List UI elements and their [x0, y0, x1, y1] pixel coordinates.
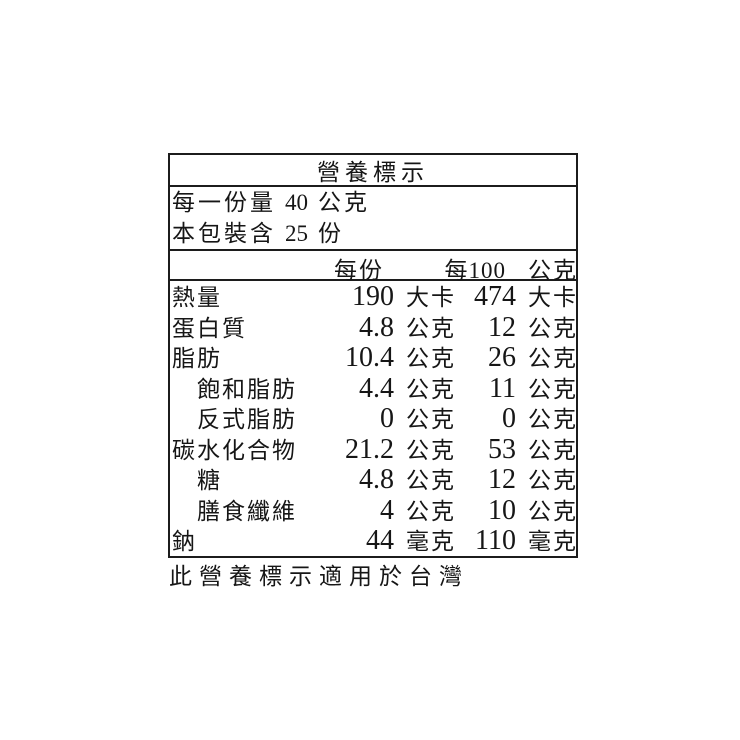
- serving-size-unit: 公克: [318, 190, 370, 215]
- nutrient-row-sodium: 鈉 44 毫克 110 毫克: [170, 525, 576, 556]
- serving-info-section: 每一份量 40 公克 本包裝含 25 份: [170, 187, 576, 251]
- per-100g-value: 53: [488, 433, 516, 465]
- nutrition-facts-table: 營養標示 每一份量 40 公克 本包裝含 25 份 每份 每100 公克 熱量 190 …: [168, 153, 578, 558]
- nutrient-row-dietary-fiber: 膳食纖維 4 公克 10 公克: [170, 495, 576, 526]
- nutrient-rows: 熱量 190 大卡 474 大卡 蛋白質 4.8 公克 12 公克 脂肪 10.…: [170, 281, 576, 556]
- per-100g-value: 26: [488, 342, 516, 374]
- nutrient-row-trans-fat: 反式脂肪 0 公克 0 公克: [170, 403, 576, 434]
- package-servings-value: 25: [285, 221, 308, 246]
- per-serving-unit: 公克: [406, 376, 456, 402]
- per-serving-unit: 公克: [406, 315, 456, 341]
- per-serving-unit: 公克: [406, 346, 456, 372]
- nutrient-row-fat: 脂肪 10.4 公克 26 公克: [170, 342, 576, 373]
- per-100g-value: 110: [475, 525, 516, 557]
- per-serving-value: 190: [352, 281, 394, 312]
- per-100g-unit: 公克: [528, 468, 578, 494]
- nutrient-row-carbohydrate: 碳水化合物 21.2 公克 53 公克: [170, 434, 576, 465]
- per-serving-value: 4.8: [359, 311, 394, 343]
- per-serving-value: 4.8: [359, 464, 394, 496]
- per-100g-unit: 公克: [528, 346, 578, 372]
- nutrient-name: 糖: [197, 468, 222, 494]
- per-serving-unit: 公克: [406, 468, 456, 494]
- nutrient-name: 膳食纖維: [197, 498, 297, 524]
- per-100g-value: 11: [489, 372, 516, 404]
- per-100g-unit: 毫克: [528, 529, 578, 555]
- per-serving-unit: 公克: [406, 498, 456, 524]
- nutrient-name: 碳水化合物: [172, 437, 297, 463]
- region-applicability-note: 此營養標示適用於台灣: [169, 564, 469, 589]
- per-100g-unit: 公克: [528, 376, 578, 402]
- per-serving-value: 21.2: [345, 433, 394, 465]
- per-100g-unit: 公克: [528, 437, 578, 463]
- per-100g-value: 12: [488, 311, 516, 343]
- per-100g-value: 12: [488, 464, 516, 496]
- nutrient-name: 蛋白質: [172, 315, 247, 341]
- nutrient-name: 脂肪: [172, 346, 222, 372]
- per-100g-unit: 公克: [528, 498, 578, 524]
- serving-size-line: 每一份量 40 公克: [172, 187, 576, 218]
- nutrient-row-calories: 熱量 190 大卡 474 大卡: [170, 281, 576, 312]
- nutrient-name: 飽和脂肪: [197, 376, 297, 402]
- package-servings-unit: 份: [318, 221, 344, 246]
- serving-size-label: 每一份量: [172, 190, 276, 215]
- per-serving-unit: 公克: [406, 437, 456, 463]
- package-servings-line: 本包裝含 25 份: [172, 218, 576, 249]
- per-serving-unit: 毫克: [406, 529, 456, 555]
- nutrient-row-sugar: 糖 4.8 公克 12 公克: [170, 464, 576, 495]
- per-serving-value: 44: [366, 525, 394, 557]
- nutrient-name: 鈉: [172, 529, 197, 555]
- table-title: 營養標示: [170, 155, 576, 187]
- per-100g-value: 0: [502, 403, 516, 435]
- nutrient-name: 熱量: [172, 285, 222, 310]
- per-serving-value: 4.4: [359, 372, 394, 404]
- per-100g-value: 10: [488, 494, 516, 526]
- per-100g-value: 474: [474, 281, 516, 312]
- nutrient-row-protein: 蛋白質 4.8 公克 12 公克: [170, 312, 576, 343]
- nutrient-row-saturated-fat: 飽和脂肪 4.4 公克 11 公克: [170, 373, 576, 404]
- package-servings-label: 本包裝含: [172, 221, 276, 246]
- column-header-per-100g: 每100: [444, 258, 506, 283]
- per-100g-unit: 公克: [528, 407, 578, 433]
- column-header-per-serving: 每份: [334, 258, 384, 283]
- column-header-row: 每份 每100 公克: [170, 251, 576, 283]
- column-header-per-100g-unit: 公克: [528, 258, 578, 283]
- nutrient-name: 反式脂肪: [197, 407, 297, 433]
- per-100g-unit: 大卡: [528, 285, 578, 310]
- per-serving-value: 4: [380, 494, 394, 526]
- per-serving-unit: 大卡: [406, 285, 456, 310]
- per-serving-value: 10.4: [345, 342, 394, 374]
- serving-size-value: 40: [285, 190, 308, 215]
- per-100g-unit: 公克: [528, 315, 578, 341]
- per-serving-value: 0: [380, 403, 394, 435]
- per-serving-unit: 公克: [406, 407, 456, 433]
